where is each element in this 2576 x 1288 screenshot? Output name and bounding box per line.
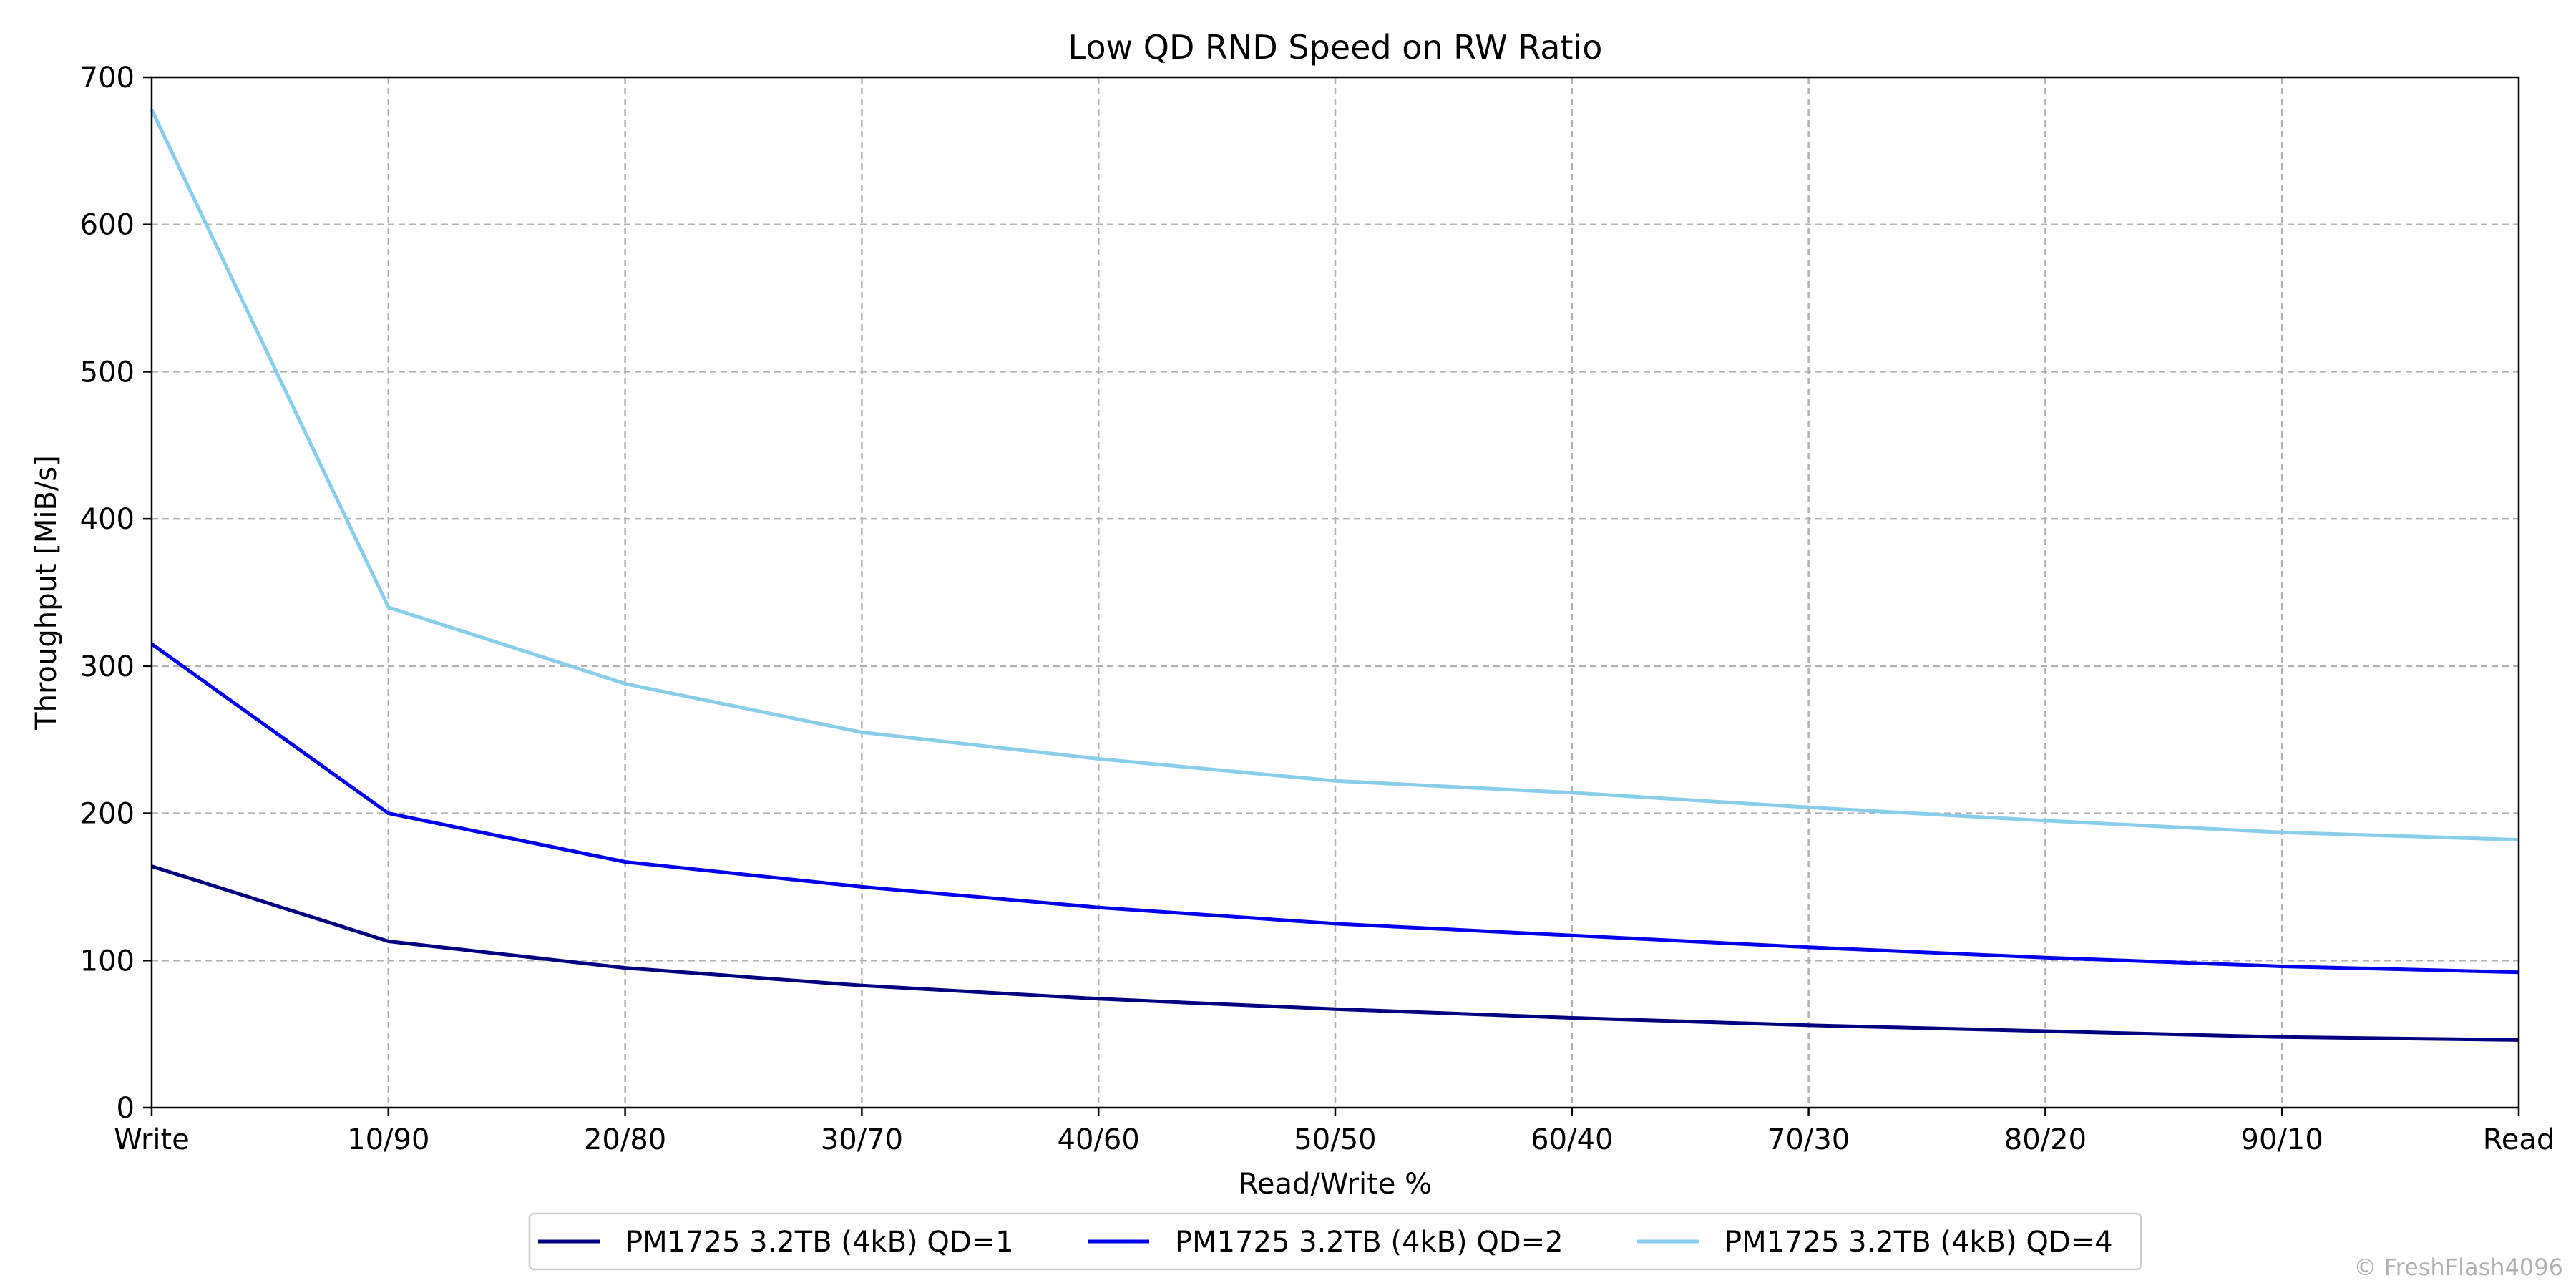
x-tick-label: 90/10 xyxy=(2241,1123,2323,1156)
legend-items: PM1725 3.2TB (4kB) QD=1 PM1725 3.2TB (4kB… xyxy=(538,1226,2113,1259)
x-tick-label: 40/60 xyxy=(1058,1123,1140,1156)
series-line-qd1 xyxy=(151,864,2519,1042)
watermark: © FreshFlash4096 xyxy=(2353,1254,2563,1281)
y-tick-label: 0 xyxy=(117,1092,135,1125)
x-tick-label: Write xyxy=(114,1123,190,1156)
x-tick-label: 20/80 xyxy=(584,1123,666,1156)
x-tick-label: Read xyxy=(2483,1123,2555,1156)
x-tick-label: 10/90 xyxy=(347,1123,429,1156)
grid-lines xyxy=(152,77,2519,1108)
legend-label-qd2: PM1725 3.2TB (4kB) QD=2 xyxy=(1175,1226,1563,1259)
x-tick-label: 60/40 xyxy=(1531,1123,1613,1156)
y-tick-label: 400 xyxy=(80,503,135,536)
series-lines xyxy=(150,109,2519,1042)
legend-label-qd1: PM1725 3.2TB (4kB) QD=1 xyxy=(625,1226,1014,1259)
y-tick-label: 500 xyxy=(80,356,135,389)
y-axis-label: Throughput [MiB/s] xyxy=(30,455,63,731)
legend-frame xyxy=(528,1212,2142,1271)
legend: PM1725 3.2TB (4kB) QD=1 PM1725 3.2TB (4kB… xyxy=(528,1212,2142,1271)
y-tick-label: 700 xyxy=(80,62,135,94)
y-tick-label: 600 xyxy=(80,209,135,242)
series-line-qd2 xyxy=(150,642,2519,975)
x-tick-label: 50/50 xyxy=(1294,1123,1376,1156)
legend-label-qd4: PM1725 3.2TB (4kB) QD=4 xyxy=(1724,1226,2113,1259)
chart-title: Low QD RND Speed on RW Ratio xyxy=(1068,28,1603,67)
x-tick-label: 30/70 xyxy=(821,1123,903,1156)
x-tick-label: 80/20 xyxy=(2004,1123,2087,1156)
x-tick-labels: Write 10/90 20/80 30/70 40/60 50/50 60/40 70/30… xyxy=(114,1123,2555,1156)
series-line-qd4 xyxy=(150,109,2519,842)
y-tick-label: 200 xyxy=(80,798,135,831)
x-axis-label: Read/Write % xyxy=(1239,1168,1432,1201)
x-tick-label: 70/30 xyxy=(1767,1123,1850,1156)
y-tick-label: 100 xyxy=(80,945,135,977)
axis-ticks xyxy=(143,76,2520,1116)
y-tick-labels: 0 100 200 300 400 500 600 700 xyxy=(80,62,135,1125)
y-tick-label: 300 xyxy=(80,650,135,683)
